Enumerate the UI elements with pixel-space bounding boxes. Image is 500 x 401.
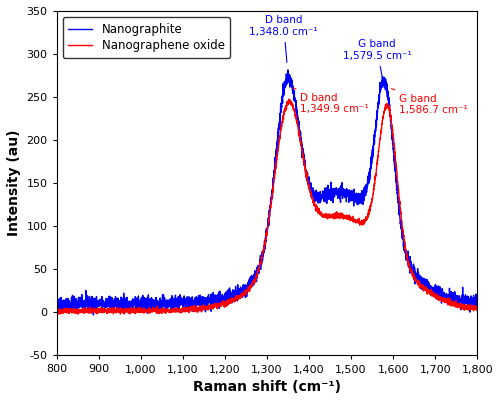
Nanographite xyxy=(90,312,96,317)
Nanographite xyxy=(126,300,132,304)
Nanographite xyxy=(285,67,291,72)
Nanographite xyxy=(54,300,60,304)
Nanographite xyxy=(421,276,427,281)
Nanographene oxide xyxy=(421,286,427,291)
Nanographene oxide xyxy=(215,301,221,306)
Nanographene oxide xyxy=(234,298,239,303)
X-axis label: Raman shift (cm⁻¹): Raman shift (cm⁻¹) xyxy=(193,380,341,394)
Text: D band
1,349.9 cm⁻¹: D band 1,349.9 cm⁻¹ xyxy=(292,88,368,114)
Nanographene oxide xyxy=(286,97,292,101)
Text: D band
1,348.0 cm⁻¹: D band 1,348.0 cm⁻¹ xyxy=(250,15,318,63)
Nanographite xyxy=(102,303,108,308)
Nanographite xyxy=(466,297,472,302)
Nanographene oxide xyxy=(54,311,60,316)
Nanographene oxide xyxy=(56,312,62,316)
Text: G band
1,579.5 cm⁻¹: G band 1,579.5 cm⁻¹ xyxy=(343,39,411,87)
Nanographite xyxy=(215,305,221,310)
Nanographene oxide xyxy=(466,305,472,310)
Line: Nanographite: Nanographite xyxy=(56,70,477,315)
Nanographite xyxy=(474,301,480,306)
Legend: Nanographite, Nanographene oxide: Nanographite, Nanographene oxide xyxy=(62,17,230,58)
Nanographite xyxy=(234,292,239,297)
Line: Nanographene oxide: Nanographene oxide xyxy=(56,99,477,314)
Nanographene oxide xyxy=(126,312,132,316)
Nanographene oxide xyxy=(474,308,480,312)
Y-axis label: Intensity (au): Intensity (au) xyxy=(7,130,21,237)
Nanographene oxide xyxy=(102,307,108,312)
Text: G band
1,586.7 cm⁻¹: G band 1,586.7 cm⁻¹ xyxy=(392,89,468,115)
